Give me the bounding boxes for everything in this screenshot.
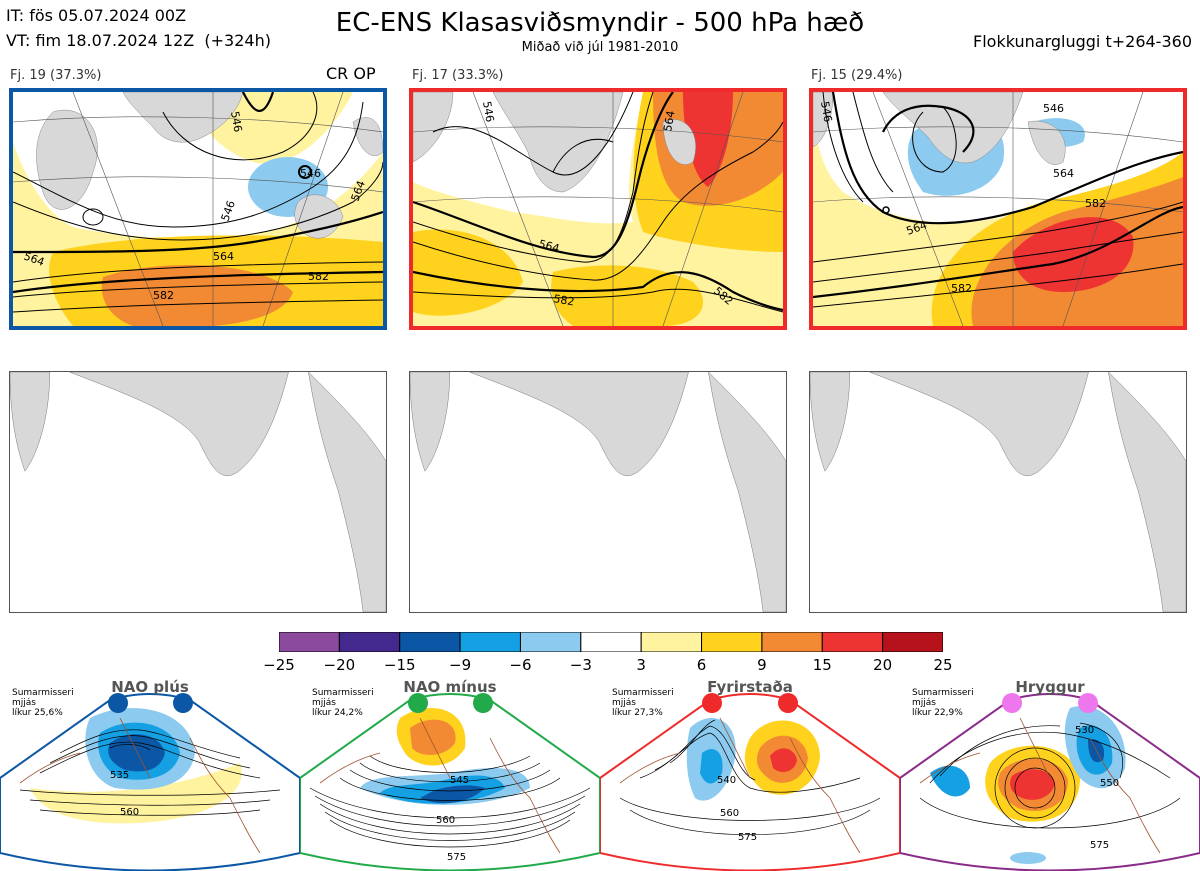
- regime-contour-label: 545: [450, 775, 469, 786]
- init-time: IT: fös 05.07.2024 00Z: [6, 6, 187, 25]
- colorbar-swatch: [278, 631, 340, 653]
- empty-map-1: [9, 371, 387, 613]
- regime-contour-label: 530: [1075, 725, 1094, 736]
- page-title: EC-ENS Klasasviðsmyndir - 500 hPa hæð: [335, 8, 865, 38]
- contour-label: 564: [1053, 167, 1074, 180]
- empty-map-2: [409, 371, 787, 613]
- regime-probability: Sumarmisseri mjjás líkur 22,9%: [912, 688, 974, 718]
- regime-contour-label: 575: [1090, 840, 1109, 851]
- colorbar-swatch: [882, 631, 944, 653]
- colorbar-tick-label: −15: [383, 656, 416, 674]
- colorbar-swatch: [399, 631, 461, 653]
- colorbar-tick-label: −9: [449, 656, 472, 674]
- cluster-3-label: Fj. 15 (29.4%): [811, 68, 903, 83]
- colorbar-tick-label: 15: [812, 656, 832, 674]
- colorbar: [278, 631, 944, 653]
- contour-label: 582: [951, 282, 972, 295]
- contour-label: 546: [480, 100, 496, 123]
- contour-label: 546: [228, 110, 244, 133]
- colorbar-swatch: [821, 631, 884, 653]
- contour-label: 564: [213, 250, 234, 263]
- colorbar-tick-label: 6: [696, 656, 707, 674]
- colorbar-tick-label: −20: [323, 656, 356, 674]
- cluster-2-label: Fj. 17 (33.3%): [412, 68, 504, 83]
- colorbar-swatch: [519, 631, 582, 653]
- colorbar-tick-label: 25: [933, 656, 953, 674]
- regime-contour-label: 560: [120, 807, 139, 818]
- colorbar-swatch: [338, 631, 401, 653]
- regime-ridge: 530 550 575 Hryggur Sumarmisseri mjjás l…: [900, 678, 1200, 871]
- contour-label: 546: [300, 167, 321, 180]
- contour-label: 546: [1043, 102, 1064, 115]
- contour-label: 546: [818, 100, 834, 123]
- page-subtitle: Miðað við júl 1981-2010: [521, 40, 679, 55]
- colorbar-tick-label: 9: [757, 656, 767, 674]
- regime-contour-label: 560: [720, 808, 739, 819]
- contour-label: 582: [308, 270, 329, 283]
- colorbar-tick-label: 20: [873, 656, 893, 674]
- contour-label: 582: [1085, 197, 1106, 210]
- contour-label: 582: [153, 289, 174, 302]
- regime-contour-label: 560: [436, 815, 455, 826]
- regime-nao-minus: 545 560 575 NAO mínus Sumarmisseri mjjás…: [300, 678, 600, 871]
- colorbar-swatch: [580, 631, 642, 653]
- colorbar-tick-label: −6: [509, 656, 532, 674]
- cluster-3-map: 546 546 564 564 582 582: [809, 88, 1187, 330]
- contour-label: 564: [661, 110, 677, 133]
- cluster-2-map: 546 564 564 582 582: [409, 88, 787, 330]
- empty-map-3: [809, 371, 1187, 613]
- regime-nao-plus: 535 560 NAO plús Sumarmisseri mjjás líku…: [0, 678, 300, 871]
- regime-name: NAO plús: [111, 678, 189, 696]
- colorbar-swatches: [278, 631, 944, 653]
- regime-contour-label: 535: [110, 770, 129, 781]
- regime-contour-label: 575: [738, 832, 757, 843]
- cluster-1-map: 546 546 546 564 564 564 582 582: [9, 88, 387, 330]
- regime-probability: Sumarmisseri mjjás líkur 27,3%: [612, 688, 674, 718]
- regime-name: Fyrirstaða: [707, 678, 793, 696]
- colorbar-swatch: [640, 631, 703, 653]
- regime-name: Hryggur: [1015, 678, 1085, 696]
- contour-label: 582: [552, 292, 575, 308]
- colorbar-tick-label: 3: [636, 656, 646, 674]
- cluster-window: Flokkunargluggi t+264-360: [973, 32, 1192, 51]
- regime-probability: Sumarmisseri mjjás líkur 24,2%: [312, 688, 374, 718]
- regime-blocking: 540 560 575 Fyrirstaða Sumarmisseri mjjá…: [600, 678, 900, 871]
- colorbar-tick-label: −3: [569, 656, 592, 674]
- valid-time: VT: fim 18.07.2024 12Z (+324h): [6, 31, 271, 50]
- cluster-1-label: Fj. 19 (37.3%): [10, 68, 102, 83]
- colorbar-swatch: [761, 631, 823, 653]
- header-times: IT: fös 05.07.2024 00Z VT: fim 18.07.2024…: [6, 3, 271, 53]
- regime-contour-label: 575: [447, 852, 466, 863]
- regime-contour-label: 550: [1100, 778, 1119, 789]
- contour-label: 564: [537, 237, 561, 255]
- regime-contour-label: 540: [717, 775, 736, 786]
- regime-name: NAO mínus: [403, 678, 497, 696]
- colorbar-swatch: [701, 631, 763, 653]
- colorbar-swatch: [459, 631, 521, 653]
- regime-probability: Sumarmisseri mjjás líkur 25,6%: [12, 688, 74, 718]
- colorbar-tick-label: −25: [263, 656, 295, 674]
- cluster-1-tag: CR OP: [326, 64, 376, 83]
